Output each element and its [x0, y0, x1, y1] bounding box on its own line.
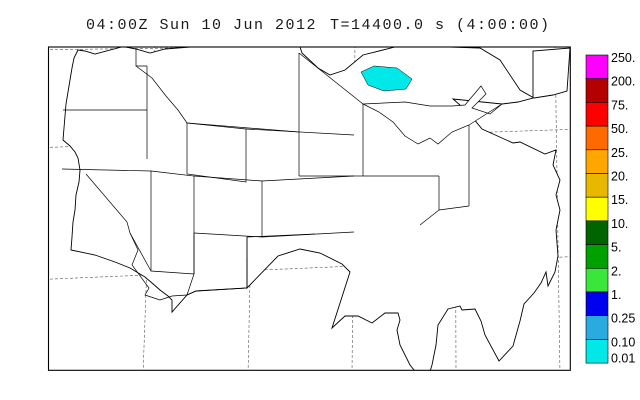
svg-text:50.: 50. — [611, 122, 628, 136]
svg-text:0.25: 0.25 — [611, 312, 635, 326]
svg-text:15.: 15. — [611, 193, 628, 207]
svg-text:0.01: 0.01 — [611, 352, 635, 366]
svg-text:0.10: 0.10 — [611, 335, 635, 349]
svg-text:5.: 5. — [611, 241, 621, 255]
svg-text:10.: 10. — [611, 217, 628, 231]
svg-text:25.: 25. — [611, 146, 628, 160]
svg-text:2.: 2. — [611, 264, 621, 278]
svg-text:75.: 75. — [611, 98, 628, 112]
svg-text:20.: 20. — [611, 170, 628, 184]
svg-text:200.: 200. — [611, 75, 635, 89]
svg-text:1.: 1. — [611, 288, 621, 302]
svg-text:250.: 250. — [611, 51, 635, 65]
